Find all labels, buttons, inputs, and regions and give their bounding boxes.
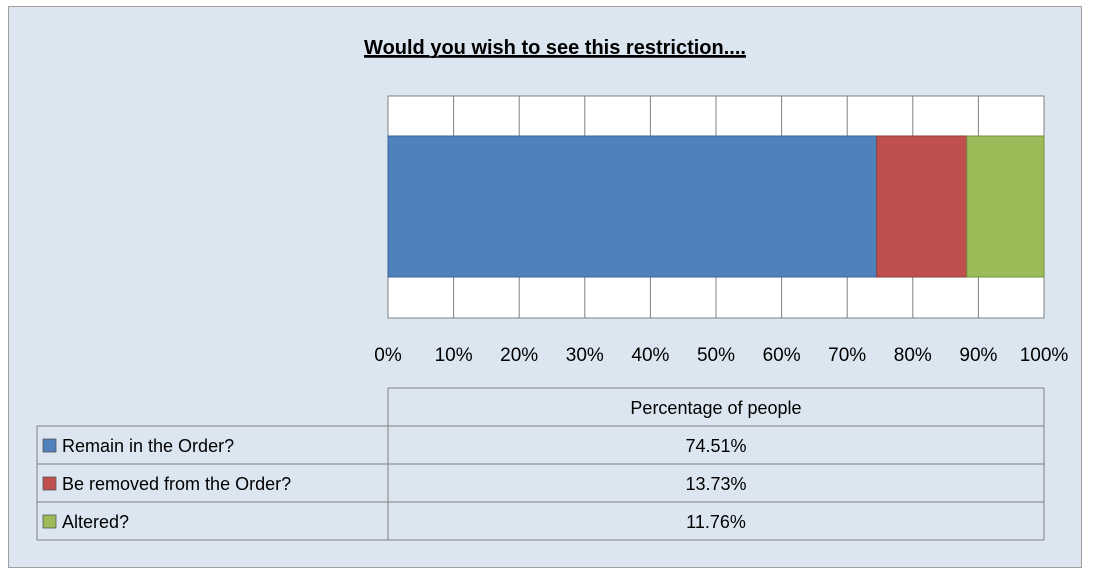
series-value-label: 13.73% <box>685 474 746 494</box>
x-tick-label: 80% <box>894 345 932 366</box>
x-tick-label: 50% <box>697 345 735 366</box>
legend-swatch-1 <box>42 438 57 453</box>
x-tick-label: 0% <box>374 345 402 366</box>
bar-segment-1 <box>387 135 878 278</box>
x-tick-label: 30% <box>566 345 604 366</box>
x-tick-label: 40% <box>631 345 669 366</box>
plot-area <box>387 95 1045 319</box>
series-name: Be removed from the Order? <box>62 474 291 494</box>
x-axis-ticks: 0% 10% 20% 30% 40% 50% 60% 70% 80% 90% 100% <box>374 345 1068 366</box>
series-value-label: 74.51% <box>685 436 746 456</box>
series-value-label: 11.76% <box>686 512 746 532</box>
x-tick-label: 10% <box>435 345 473 366</box>
series-name: Remain in the Order? <box>62 436 234 456</box>
x-tick-label: 60% <box>763 345 801 366</box>
data-table: Percentage of people Remain in the Order?… <box>36 387 1045 541</box>
x-tick-label: 90% <box>959 345 997 366</box>
table-header-category: Percentage of people <box>630 398 801 418</box>
bar-segment-3 <box>966 135 1045 278</box>
bar-segment-2 <box>876 135 968 278</box>
legend-swatch-3 <box>42 514 57 529</box>
chart-title: Would you wish to see this restriction..… <box>364 37 746 59</box>
series-name: Altered? <box>62 512 129 532</box>
x-tick-label: 70% <box>828 345 866 366</box>
x-tick-label: 20% <box>500 345 538 366</box>
x-tick-label: 100% <box>1020 345 1069 366</box>
legend-swatch-2 <box>42 476 57 491</box>
